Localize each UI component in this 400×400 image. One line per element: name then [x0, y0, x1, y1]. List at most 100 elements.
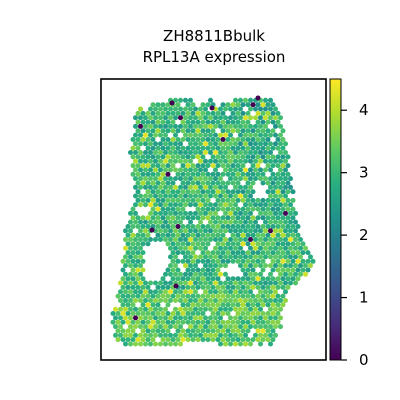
spot: [123, 237, 128, 242]
spot: [203, 202, 208, 208]
spot: [268, 228, 273, 234]
spot: [238, 167, 243, 173]
spot: [210, 128, 216, 134]
spot: [145, 284, 151, 290]
spot: [270, 189, 276, 195]
spot: [158, 341, 163, 347]
spot: [273, 263, 278, 269]
spot: [145, 180, 151, 186]
spot: [145, 171, 151, 177]
spot: [198, 193, 203, 199]
spot: [118, 315, 123, 321]
spot: [150, 311, 156, 316]
spot: [133, 141, 138, 147]
spot: [205, 119, 211, 125]
spot: [128, 324, 133, 330]
spot: [250, 137, 256, 142]
spot: [200, 154, 206, 160]
spot: [190, 267, 196, 273]
spot: [148, 332, 153, 338]
spot: [293, 237, 298, 242]
spot: [235, 250, 241, 256]
spot: [265, 276, 271, 282]
spot: [278, 184, 283, 190]
spot: [243, 193, 248, 199]
spot: [175, 206, 181, 212]
spot: [260, 180, 266, 186]
spot: [235, 128, 241, 134]
spot: [168, 167, 173, 173]
spot: [228, 228, 233, 234]
spot: [203, 176, 208, 182]
spot: [150, 180, 156, 186]
spot: [135, 154, 141, 160]
spot: [258, 298, 263, 303]
spot: [225, 128, 231, 134]
spot: [143, 141, 148, 147]
spot: [158, 219, 163, 225]
spot: [180, 232, 186, 238]
spot: [180, 311, 186, 316]
spot: [213, 254, 218, 260]
spot: [265, 215, 271, 221]
spot: [115, 328, 121, 334]
spot: [238, 332, 243, 338]
spot: [223, 332, 228, 338]
spot: [275, 154, 281, 160]
spot: [235, 171, 241, 177]
spot: [270, 276, 276, 282]
spot: [250, 171, 256, 177]
spot: [193, 332, 198, 338]
spot: [265, 302, 271, 308]
spot: [143, 332, 148, 338]
spot: [248, 193, 253, 199]
spot: [153, 176, 158, 182]
spot: [138, 306, 143, 312]
spot: [165, 328, 171, 334]
spot: [158, 315, 163, 321]
spot: [175, 250, 181, 256]
spot: [138, 167, 143, 173]
spot: [233, 202, 238, 208]
spot: [135, 137, 141, 142]
spot: [220, 206, 226, 212]
spot: [225, 337, 231, 343]
spot: [248, 237, 253, 242]
spot: [190, 328, 196, 334]
spot: [228, 237, 233, 242]
spot: [235, 163, 241, 169]
spot: [190, 276, 196, 282]
spot: [185, 163, 191, 169]
spot: [153, 123, 158, 129]
spot: [155, 119, 161, 125]
spot: [133, 254, 138, 260]
spot: [153, 184, 158, 190]
spot: [258, 271, 263, 277]
spot: [173, 237, 178, 242]
spot: [180, 250, 186, 256]
spot: [153, 280, 158, 286]
spot: [263, 245, 268, 251]
spot: [168, 193, 173, 199]
spot: [148, 184, 153, 190]
spot: [140, 110, 146, 116]
spot: [220, 189, 226, 195]
spot: [260, 137, 266, 142]
spot: [188, 245, 193, 251]
spot: [190, 189, 196, 195]
spot: [183, 315, 188, 321]
spot: [213, 306, 218, 312]
spot: [155, 224, 161, 229]
spot: [233, 245, 238, 251]
spot: [248, 106, 253, 112]
spot: [273, 193, 278, 199]
spot: [228, 123, 233, 129]
spot: [188, 167, 193, 173]
spot: [213, 228, 218, 234]
spot: [210, 293, 216, 299]
spot: [243, 228, 248, 234]
spot: [200, 102, 206, 108]
spot: [225, 180, 231, 186]
spot: [293, 271, 298, 277]
spot: [213, 245, 218, 251]
